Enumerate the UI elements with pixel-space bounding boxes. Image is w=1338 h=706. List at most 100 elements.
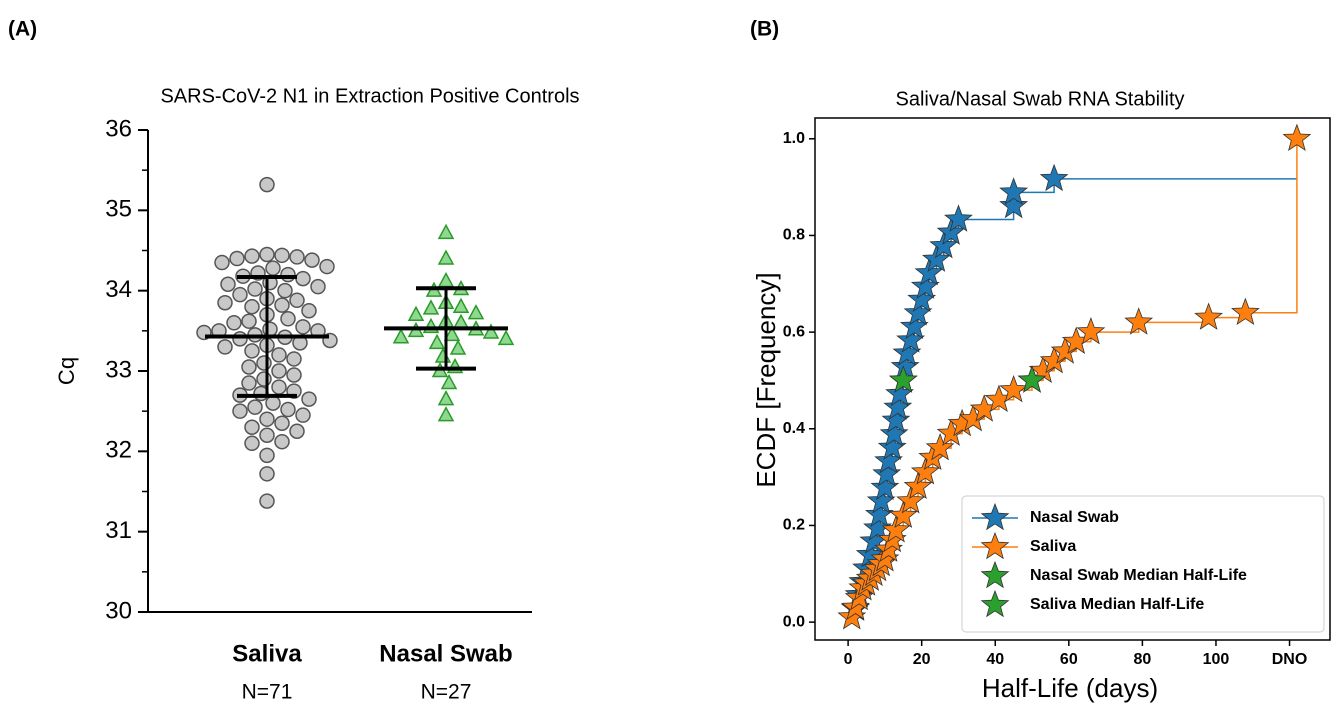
y-tick-label: 30 [105,597,132,624]
plot-frame [814,117,1331,641]
legend-marker [980,560,1010,589]
data-point [262,321,278,337]
data-point [407,305,425,322]
star-marker [999,190,1029,219]
data-point [259,176,275,193]
data-point [289,423,305,439]
y-tick-label: 35 [105,196,132,223]
x-tick-label: DNO [1272,651,1308,668]
star-marker [877,432,907,460]
data-point [214,254,230,271]
star-marker [879,418,909,447]
star-marker [944,204,973,232]
data-point [244,435,260,452]
x-axis-label: Half-Life (days) [982,673,1158,703]
data-point [452,313,470,330]
data-point [274,247,290,264]
data-point [241,375,257,391]
x-tick-label: 0 [844,651,853,668]
star-marker [881,405,911,433]
data-point [452,297,470,313]
star-marker [929,230,959,259]
star-marker [870,472,900,501]
y-tick-label: 0.8 [783,227,805,244]
data-point [247,281,263,297]
data-point [259,447,275,464]
data-point [295,270,311,287]
x-tick-label: 100 [1203,651,1230,668]
legend-box [961,495,1325,633]
data-point [271,379,287,395]
x-tick-label: 20 [913,651,931,668]
star-marker [1282,123,1312,152]
n-label: N=27 [421,681,472,704]
star-marker [1039,163,1069,192]
legend-marker [980,531,1010,560]
legend-label: Nasal Swab Median Half-Life [1030,567,1247,584]
data-point [497,329,515,346]
y-tick-label: 1.0 [783,130,805,147]
data-point [229,250,245,267]
y-tick-label: 31 [105,517,132,544]
star-marker [910,457,940,485]
star-marker [888,500,918,529]
y-tick-label: 0.4 [783,420,805,437]
chart-title: SARS-CoV-2 N1 in Extraction Positive Con… [160,85,579,107]
data-point [310,278,326,295]
star-marker [896,486,926,514]
data-point [265,395,281,411]
data-point [259,411,275,427]
data-point [392,328,410,344]
data-point [286,367,302,383]
data-point [301,303,317,319]
star-marker [883,392,913,420]
y-tick-label: 0.0 [783,613,805,630]
y-tick-label: 33 [105,356,132,383]
y-axis-label: Cq [54,357,79,385]
data-point [244,248,260,264]
data-point [256,355,272,371]
star-marker [1017,365,1047,393]
data-point [449,339,467,355]
legend-marker [980,589,1010,618]
panel-label: (A) [8,18,37,41]
star-marker [872,459,902,487]
data-point [232,286,248,303]
data-point [440,373,458,390]
data-point [259,427,275,444]
data-point [319,258,335,275]
data-point [437,271,455,288]
data-point [482,323,500,339]
star-marker [1194,302,1223,330]
star-marker [999,374,1029,403]
y-tick-label: 34 [105,276,132,303]
data-point [256,371,272,387]
legend-label: Saliva [1030,538,1076,555]
y-tick-label: 32 [105,437,132,464]
star-marker [903,471,933,500]
data-point [280,311,296,327]
y-tick-label: 0.6 [783,323,805,340]
data-point [274,415,290,431]
data-point [428,333,446,350]
data-point [259,466,275,482]
data-point [295,319,311,335]
chart-title: Saliva/Nasal Swab RNA Stability [895,88,1184,110]
data-point [289,292,305,309]
data-point [226,315,242,331]
data-point [220,276,236,292]
data-point [295,407,311,423]
data-point [280,266,296,283]
panel-label: (B) [750,18,779,41]
data-point [271,347,287,363]
data-point [437,390,455,406]
y-tick-label: 0.2 [783,517,805,534]
data-point [244,298,260,315]
legend-label: Saliva Median Half-Life [1030,596,1204,613]
data-point [301,391,317,407]
data-point [280,401,296,418]
star-marker [925,432,955,461]
data-point [265,260,281,276]
data-point [244,419,260,435]
